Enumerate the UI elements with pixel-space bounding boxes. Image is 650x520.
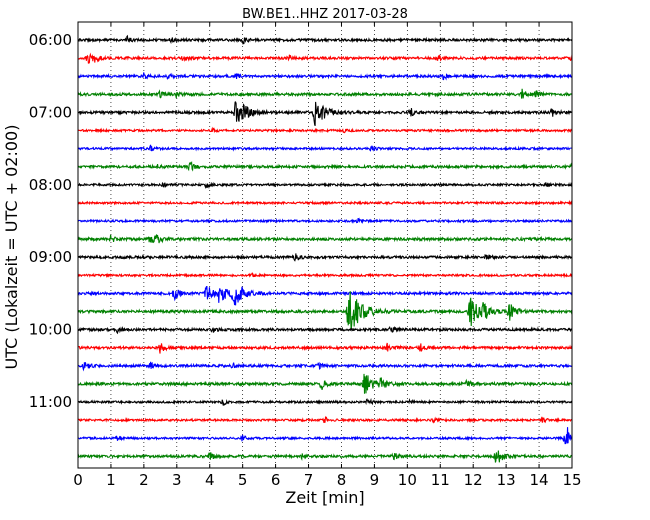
x-tick-label: 7	[304, 471, 314, 489]
x-axis-label: Zeit [min]	[285, 488, 364, 507]
seismogram-trace	[77, 342, 573, 354]
seismogram-trace	[77, 126, 573, 134]
seismogram-trace	[77, 234, 573, 244]
x-tick-label: 15	[562, 471, 581, 489]
x-tick-label: 1	[106, 471, 116, 489]
seismogram-trace	[77, 450, 573, 463]
y-tick-label: 10:00	[29, 321, 72, 339]
seismogram-trace	[77, 101, 573, 127]
chart-title: BW.BE1..HHZ 2017-03-28	[242, 7, 408, 22]
x-tick-label: 10	[398, 471, 417, 489]
seismogram-trace	[77, 291, 573, 331]
x-tick-label: 11	[431, 471, 450, 489]
x-tick-label: 8	[337, 471, 347, 489]
y-tick-label: 09:00	[29, 248, 72, 266]
x-tick-label: 4	[205, 471, 215, 489]
seismogram-trace	[77, 52, 573, 64]
x-tick-label: 3	[172, 471, 182, 489]
x-tick-label: 0	[73, 471, 83, 489]
seismogram-trace	[77, 361, 573, 372]
y-tick-label: 08:00	[29, 176, 72, 194]
seismogram-trace	[77, 272, 573, 279]
y-tick-label: 07:00	[29, 103, 72, 121]
seismogram-trace	[77, 160, 573, 172]
seismogram-trace	[77, 144, 573, 152]
x-tick-label: 14	[530, 471, 549, 489]
y-axis-ticks: 06:00 07:00 08:00 09:00 10:00 11:00	[29, 31, 572, 411]
seismogram-trace	[77, 325, 573, 335]
seismogram-trace	[77, 373, 573, 394]
seismogram-trace	[77, 253, 573, 262]
seismogram-trace	[77, 285, 573, 306]
x-tick-label: 13	[497, 471, 516, 489]
seismogram-trace	[77, 217, 573, 225]
seismogram-trace	[77, 427, 573, 445]
seismogram-trace	[77, 415, 573, 424]
seismogram-trace	[77, 34, 573, 45]
y-tick-label: 11:00	[29, 393, 72, 411]
x-tick-label: 12	[464, 471, 483, 489]
y-axis-label: UTC (Lokalzeit = UTC + 02:00)	[2, 125, 21, 370]
x-axis-ticks: 0 1 2 3 4 5 6 7 8 9 10 11 12 13 14 15	[73, 22, 582, 489]
seismogram-trace	[77, 88, 573, 99]
y-tick-label: 06:00	[29, 31, 72, 49]
seismogram-trace	[77, 181, 573, 190]
seismogram-traces	[77, 34, 573, 463]
seismogram-trace	[77, 72, 573, 81]
x-tick-label: 5	[238, 471, 248, 489]
x-tick-label: 2	[139, 471, 149, 489]
x-tick-label: 9	[370, 471, 380, 489]
x-tick-label: 6	[271, 471, 281, 489]
plot-frame	[77, 21, 573, 469]
seismogram-trace	[77, 199, 573, 206]
seismogram-trace	[77, 397, 573, 406]
